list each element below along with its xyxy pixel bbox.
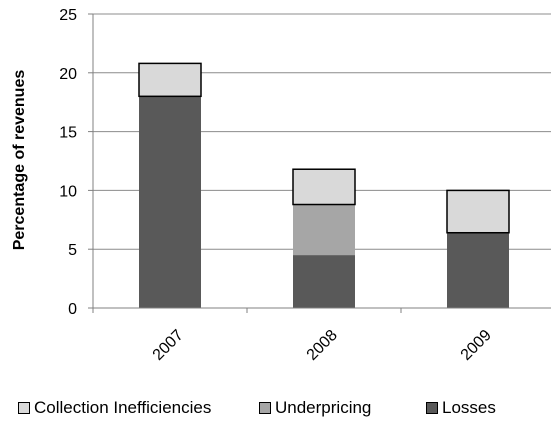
y-tick-label: 10 [59,183,77,200]
bar-segment-collection-inefficiencies [446,189,510,234]
y-tick-labels: 0 5 10 15 20 25 [59,7,77,318]
legend-swatch-underpricing [259,402,271,414]
legend-label: Underpricing [275,398,372,417]
bar-segment-losses [293,255,355,308]
x-tick-label: 2007 [150,327,187,364]
x-tick-label: 2009 [458,327,495,364]
legend-swatch-losses [426,402,438,414]
bar-segment-losses [447,232,509,308]
y-tick-label: 0 [68,301,77,318]
bars [138,62,510,308]
legend-label: Losses [442,398,496,417]
x-tick-labels: 2007 2008 2009 [150,327,495,364]
y-tick-label: 20 [59,66,77,83]
y-tick-label: 25 [59,7,77,24]
y-tick-label: 5 [68,242,77,259]
axes [92,14,551,313]
bar-segment-losses [139,96,201,308]
bar-segment-collection-inefficiencies [292,168,356,206]
legend-item-losses: Losses [426,398,496,418]
legend: Collection Inefficiencies Underpricing L… [0,398,551,422]
bar-segment-underpricing [293,204,355,256]
legend-item-collection-inefficiencies: Collection Inefficiencies [18,398,211,418]
y-axis-label: Percentage of revenues [11,70,28,251]
legend-label: Collection Inefficiencies [34,398,212,417]
x-tick-label: 2008 [304,327,341,364]
legend-item-underpricing: Underpricing [259,398,371,418]
legend-swatch-collection-inefficiencies [18,402,30,414]
stacked-bar-chart: 0 5 10 15 20 25 2007 2008 2009 Percentage of re… [11,7,551,364]
y-tick-label: 15 [59,125,77,142]
bar-segment-collection-inefficiencies [138,62,202,98]
